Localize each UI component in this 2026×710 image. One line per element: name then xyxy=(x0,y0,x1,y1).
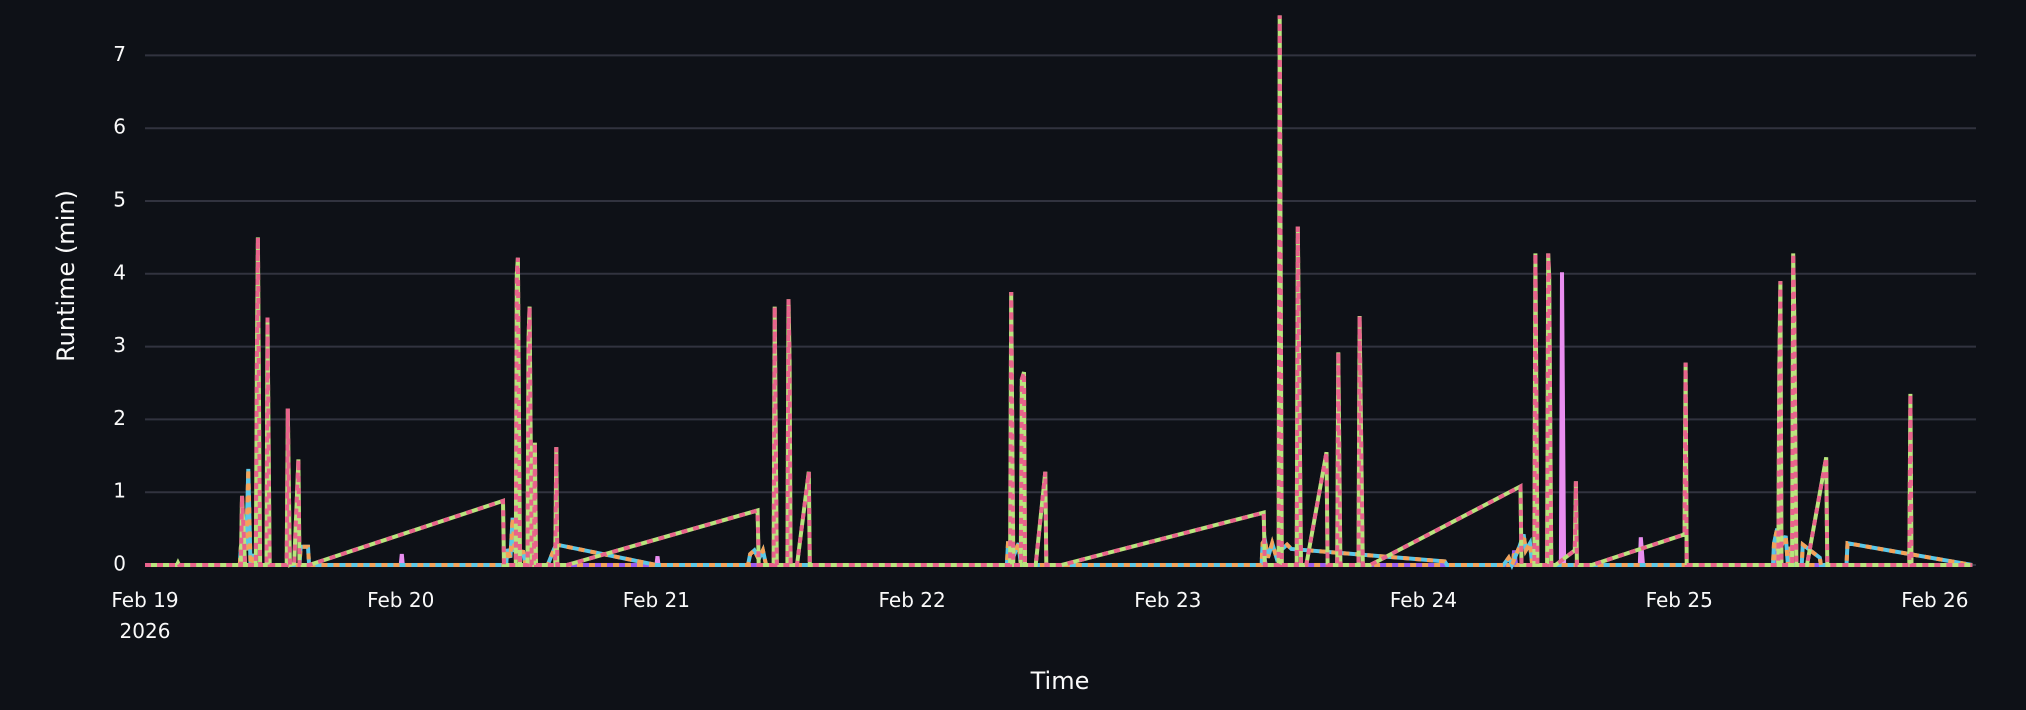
y-tick-label: 2 xyxy=(113,406,126,430)
x-tick-label: Feb 20 xyxy=(367,588,434,612)
x-tick-label: Feb 21 xyxy=(623,588,690,612)
y-tick-label: 7 xyxy=(113,42,126,66)
x-tick-label: Feb 23 xyxy=(1134,588,1201,612)
x-tick-year-label: 2026 xyxy=(120,619,171,643)
series-green-pink[interactable] xyxy=(145,15,1973,568)
y-tick-label: 5 xyxy=(113,188,126,212)
y-axis-title: Runtime (min) xyxy=(52,190,80,362)
x-tick-label: Feb 25 xyxy=(1646,588,1713,612)
x-tick-label: Feb 26 xyxy=(1901,588,1968,612)
y-tick-label: 3 xyxy=(113,333,126,357)
y-axis-ticks: 0 1 2 3 4 5 6 7 xyxy=(113,42,126,576)
y-tick-label: 1 xyxy=(113,479,126,503)
x-tick-label: Feb 22 xyxy=(878,588,945,612)
plot-area[interactable] xyxy=(145,15,1973,571)
x-tick-label: Feb 24 xyxy=(1390,588,1457,612)
y-tick-label: 4 xyxy=(113,260,126,284)
series-cyan-orange[interactable] xyxy=(145,468,1973,571)
x-tick-label: Feb 19 xyxy=(111,588,178,612)
series-purple-orange[interactable] xyxy=(145,534,1973,567)
x-axis-title: Time xyxy=(1030,667,1090,695)
y-tick-label: 6 xyxy=(113,115,126,139)
x-axis-ticks: Feb 19 2026 Feb 20 Feb 21 Feb 22 Feb 23 Feb 24… xyxy=(111,588,1968,643)
y-gridlines xyxy=(145,54,1976,566)
y-tick-label: 0 xyxy=(113,552,126,576)
